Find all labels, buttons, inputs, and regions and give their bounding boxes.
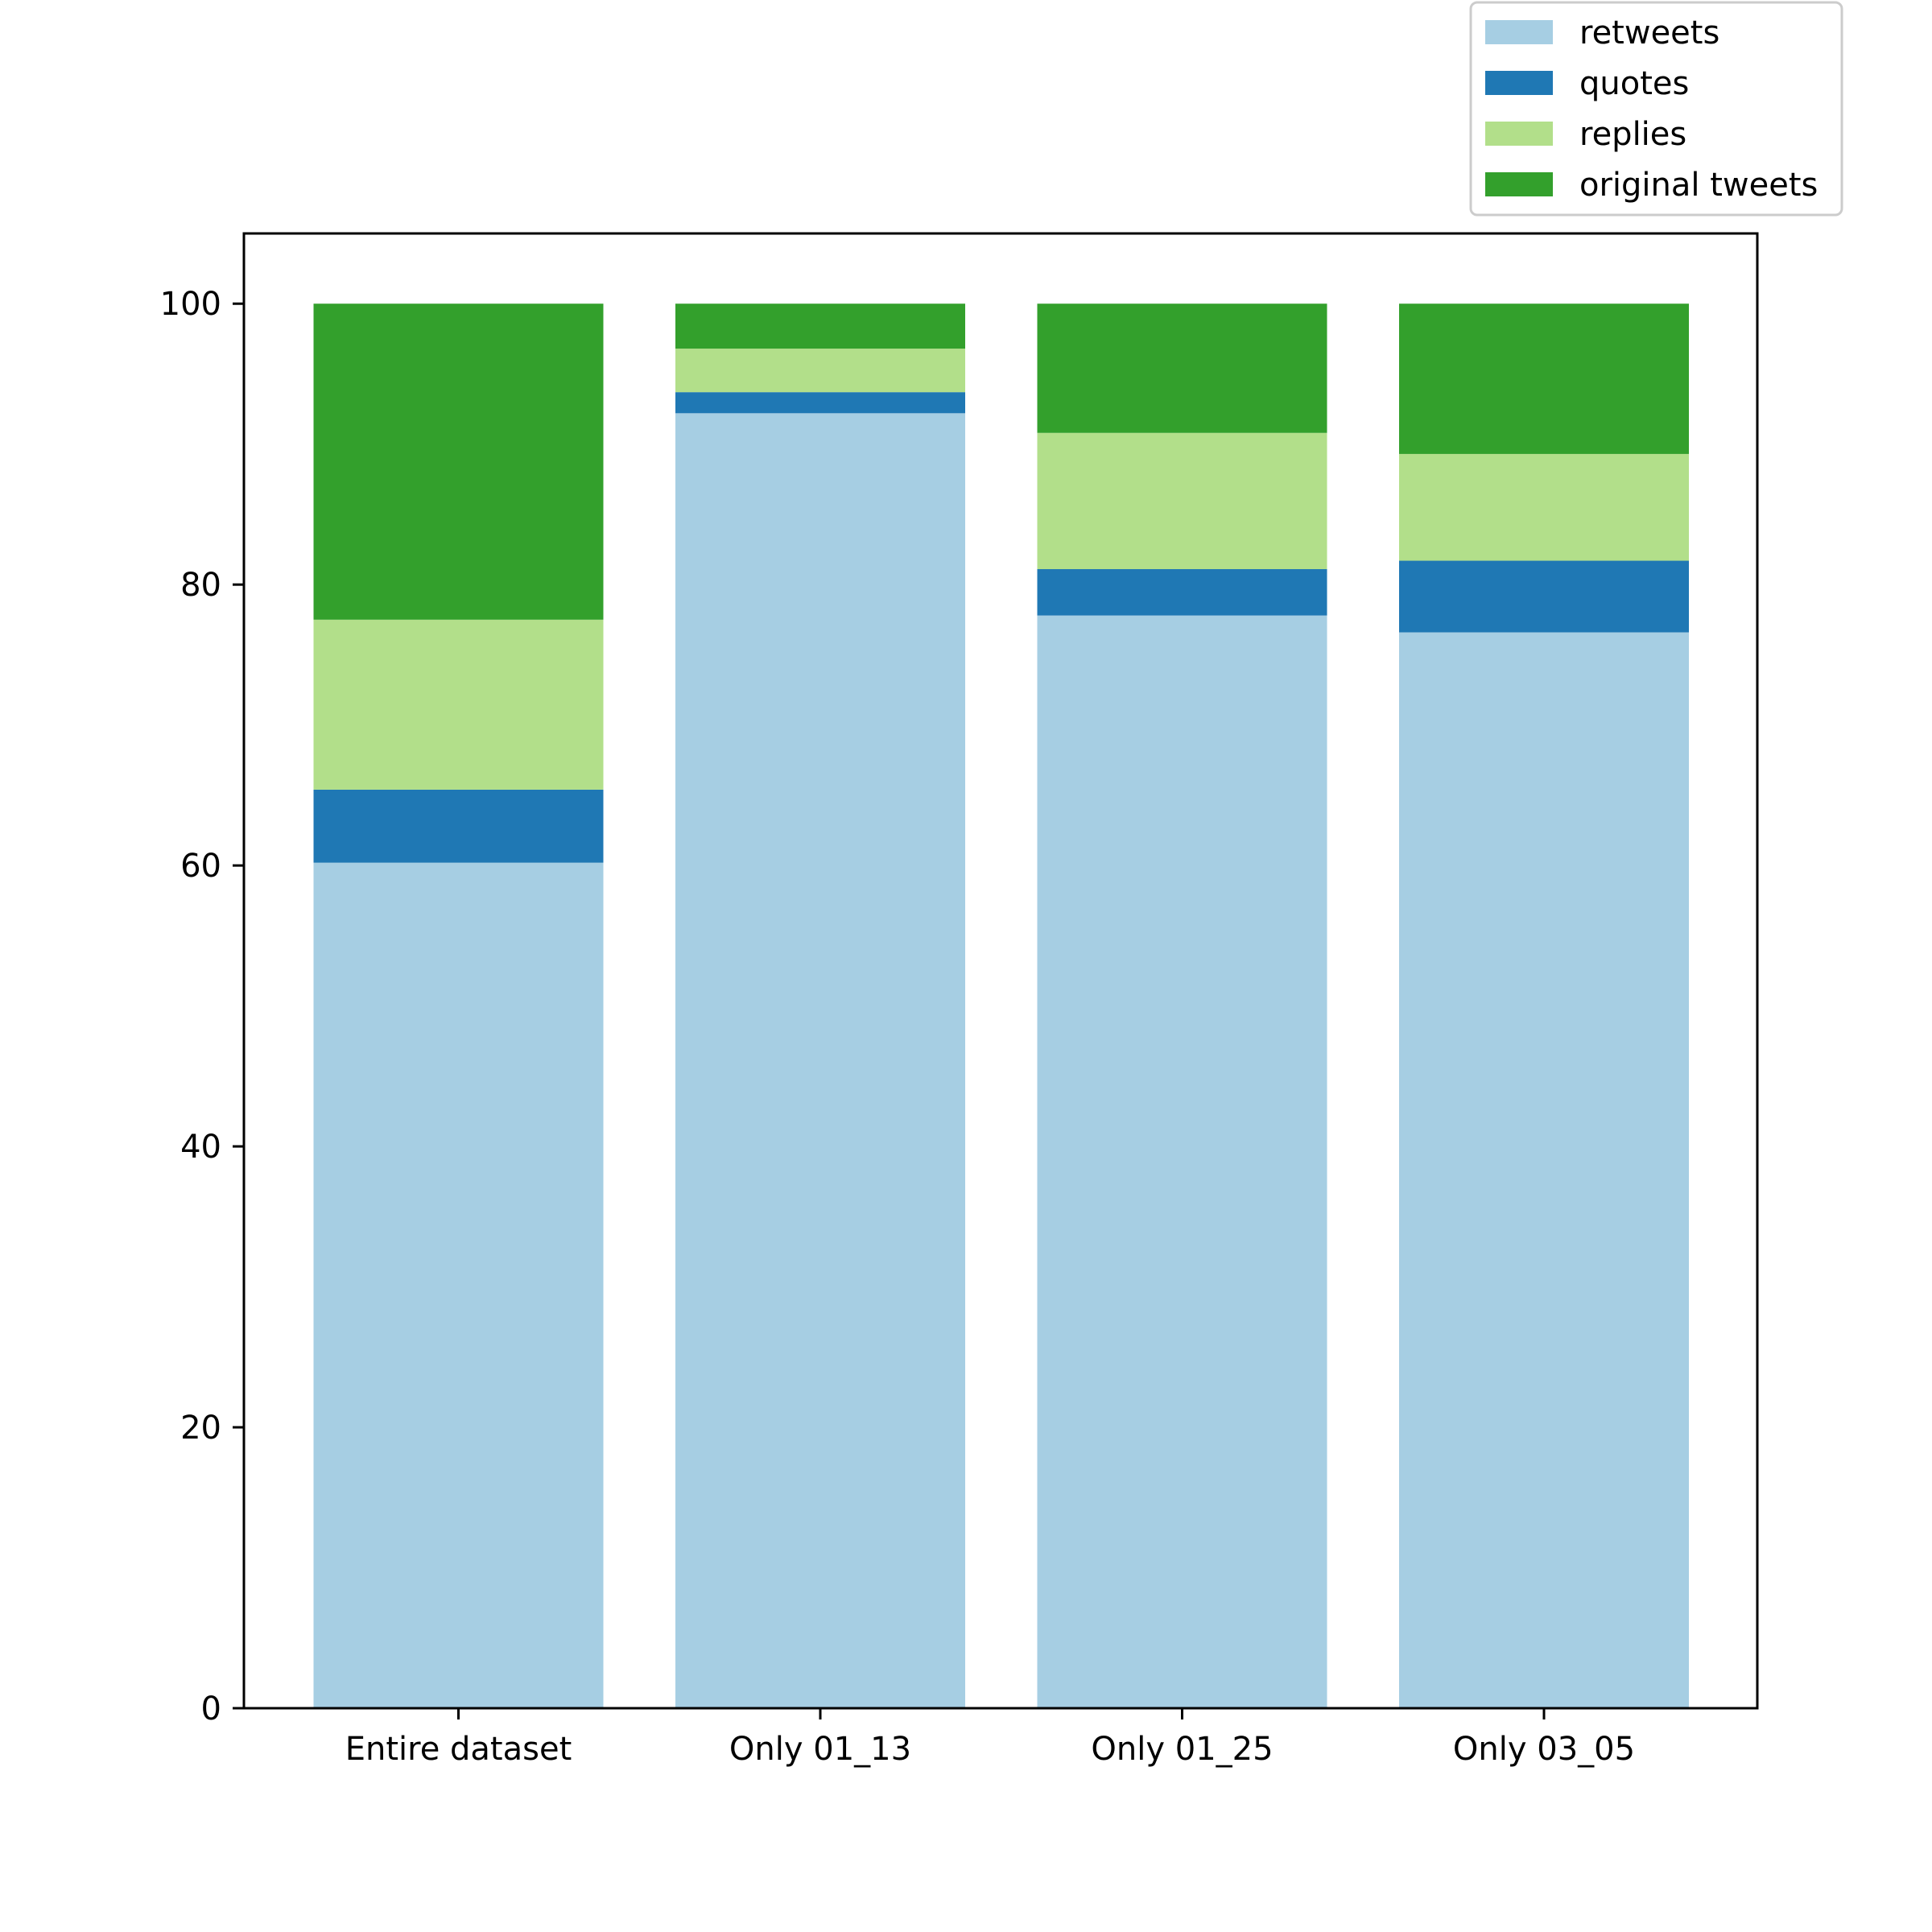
bar-segment-original-tweets-2 — [1037, 303, 1327, 433]
x-tick-label: Only 03_05 — [1453, 1731, 1635, 1768]
x-tick-label: Only 01_25 — [1091, 1731, 1273, 1768]
bar-segment-original-tweets-0 — [313, 303, 604, 620]
bar-segment-quotes-3 — [1399, 560, 1689, 633]
y-tick-label: 100 — [160, 286, 221, 323]
y-tick-label: 80 — [180, 567, 221, 604]
y-tick-label: 20 — [180, 1410, 221, 1447]
bar-segment-quotes-2 — [1037, 569, 1327, 616]
plot-area-frame — [242, 232, 1759, 1710]
legend-label-original-tweets: original tweets — [1579, 167, 1818, 204]
bar-segment-replies-3 — [1399, 453, 1689, 561]
bars-layer — [313, 303, 1689, 1708]
legend-label-replies: replies — [1579, 116, 1686, 153]
legend-swatch-replies — [1485, 122, 1553, 146]
legend-label-retweets: retweets — [1579, 14, 1719, 52]
bar-segment-quotes-0 — [313, 789, 604, 863]
bar-segment-retweets-2 — [1037, 615, 1327, 1708]
y-tick-label: 0 — [201, 1690, 221, 1728]
bar-segment-replies-2 — [1037, 432, 1327, 569]
bar-segment-original-tweets-1 — [675, 303, 965, 349]
bar-segment-replies-0 — [313, 619, 604, 790]
legend-swatch-original-tweets — [1485, 172, 1553, 196]
x-axis: Entire dataset Only 01_13 Only 01_25 Only 0… — [345, 1708, 1635, 1768]
legend: retweets quotes replies original tweets — [1469, 1, 1843, 217]
legend-swatch-quotes — [1485, 71, 1553, 95]
bar-segment-original-tweets-3 — [1399, 303, 1689, 454]
legend-swatch-retweets — [1485, 20, 1553, 44]
bar-segment-retweets-0 — [313, 862, 604, 1708]
legend-label-quotes: quotes — [1579, 65, 1689, 102]
y-tick-label: 40 — [180, 1129, 221, 1166]
bar-segment-retweets-3 — [1399, 632, 1689, 1708]
y-tick-label: 60 — [180, 848, 221, 885]
x-tick-label: Entire dataset — [345, 1731, 572, 1768]
y-axis: 0 20 40 60 80 100 — [160, 286, 244, 1728]
legend-box — [1469, 1, 1843, 217]
x-tick-label: Only 01_13 — [729, 1731, 911, 1768]
bar-segment-replies-1 — [675, 349, 965, 393]
bar-segment-retweets-1 — [675, 413, 965, 1708]
bar-segment-quotes-1 — [675, 392, 965, 414]
